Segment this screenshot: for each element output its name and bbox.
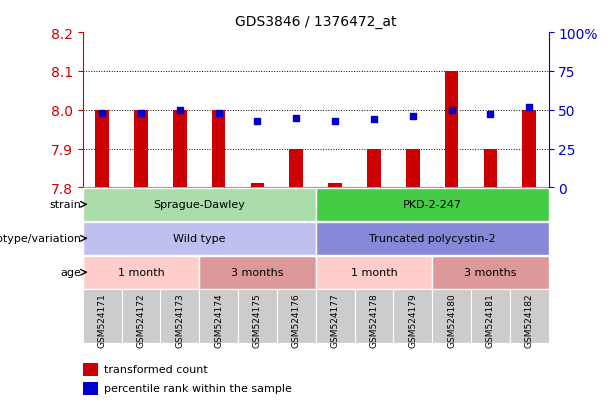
Text: 3 months: 3 months [231,268,284,278]
Point [485,112,495,119]
Bar [316,189,549,221]
Text: Sprague-Dawley: Sprague-Dawley [153,200,245,210]
Text: GSM524176: GSM524176 [292,292,301,347]
Bar [510,290,549,343]
Bar [471,290,510,343]
Bar [83,382,98,395]
Text: Truncated polycystin-2: Truncated polycystin-2 [369,234,495,244]
Bar [316,290,354,343]
Bar [238,290,277,343]
Point [253,118,262,125]
Text: transformed count: transformed count [104,365,208,375]
Point [136,110,146,117]
Text: GSM524179: GSM524179 [408,292,417,347]
Bar [484,149,497,188]
Bar [277,290,316,343]
Text: 1 month: 1 month [351,268,397,278]
Text: strain: strain [50,200,82,210]
Text: GSM524177: GSM524177 [330,292,340,347]
Point [214,110,224,117]
Text: GSM524181: GSM524181 [486,292,495,347]
Text: PKD-2-247: PKD-2-247 [403,200,462,210]
Text: GSM524180: GSM524180 [447,292,456,347]
Text: GSM524175: GSM524175 [253,292,262,347]
Bar [212,110,226,188]
Bar [406,149,419,188]
Bar [316,256,432,289]
Bar [394,290,432,343]
Bar [251,184,264,188]
Point [330,118,340,125]
Bar [83,189,316,221]
Bar [445,72,459,188]
Bar [173,110,186,188]
Bar [161,290,199,343]
Bar [289,149,303,188]
Bar [432,256,549,289]
Bar [199,256,316,289]
Bar [83,256,199,289]
Bar [316,223,549,255]
Point [291,115,301,121]
Bar [83,223,316,255]
Point [175,107,185,114]
Point [97,110,107,117]
Bar [83,363,98,376]
Point [369,116,379,123]
Text: GSM524173: GSM524173 [175,292,185,347]
Bar [367,149,381,188]
Text: 1 month: 1 month [118,268,164,278]
Text: GSM524178: GSM524178 [370,292,378,347]
Bar [354,290,394,343]
Bar [199,290,238,343]
Text: GSM524174: GSM524174 [214,292,223,347]
Bar [96,110,109,188]
Text: GSM524171: GSM524171 [97,292,107,347]
Text: 3 months: 3 months [464,268,517,278]
Point [408,113,417,120]
Point [524,104,534,111]
Text: GSM524182: GSM524182 [525,292,534,347]
Text: percentile rank within the sample: percentile rank within the sample [104,383,292,393]
Bar [522,110,536,188]
Text: Wild type: Wild type [173,234,226,244]
Bar [329,184,342,188]
Title: GDS3846 / 1376472_at: GDS3846 / 1376472_at [235,15,397,29]
Text: genotype/variation: genotype/variation [0,234,82,244]
Point [447,107,457,114]
Bar [83,290,121,343]
Bar [121,290,161,343]
Bar [432,290,471,343]
Text: age: age [61,268,82,278]
Text: GSM524172: GSM524172 [137,292,145,347]
Bar [134,110,148,188]
